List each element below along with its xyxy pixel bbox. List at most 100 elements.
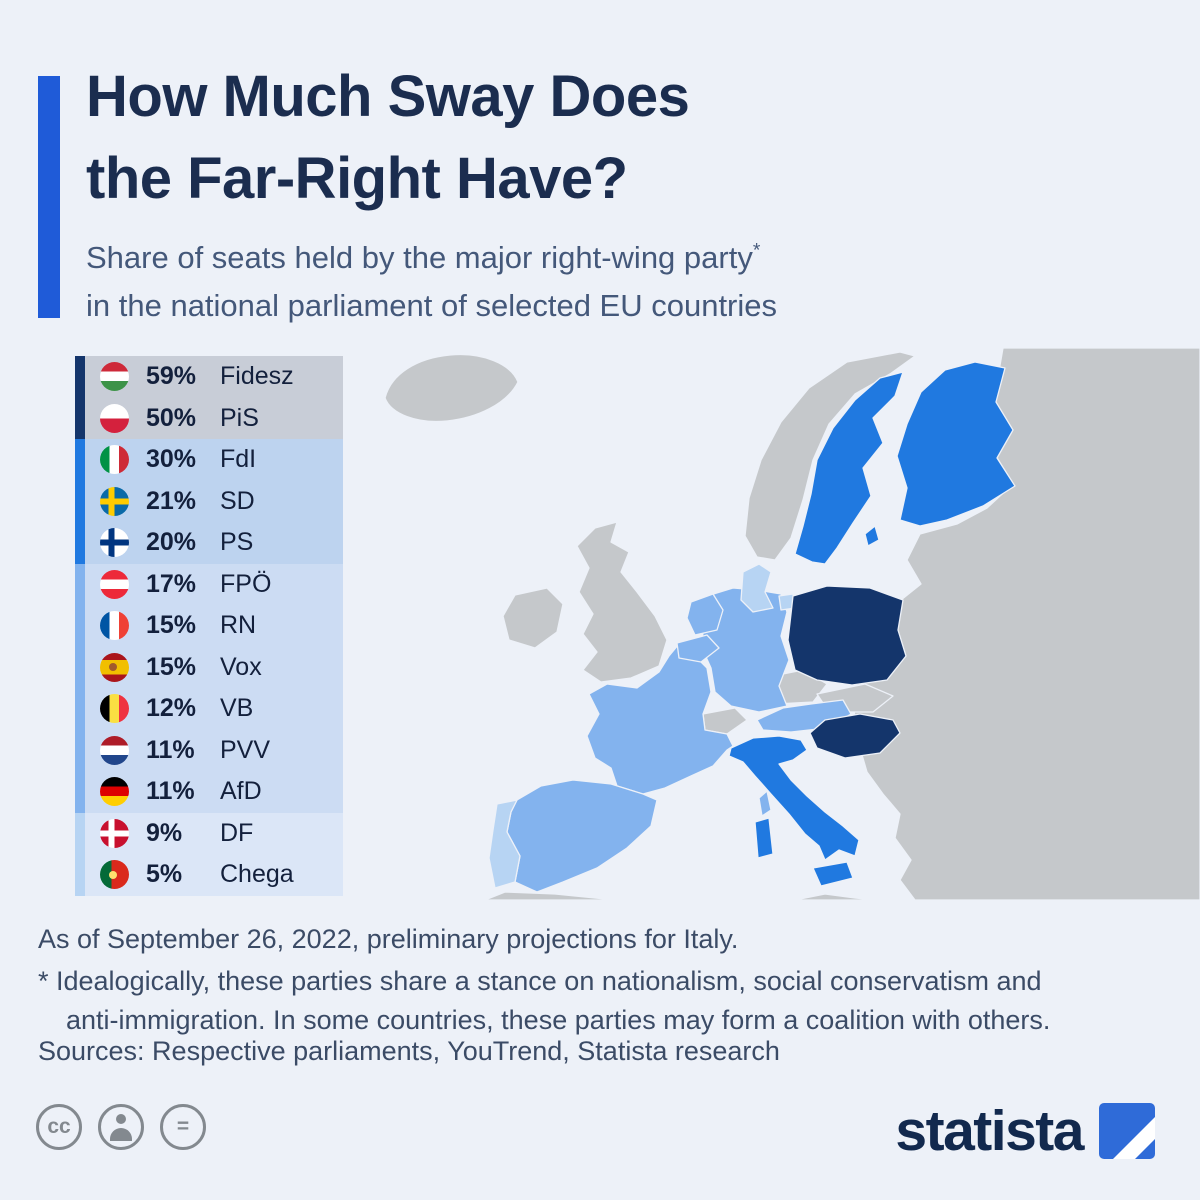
map-country-sweden [794, 371, 904, 565]
map-country-switzerland [702, 707, 748, 735]
subtitle-line-1: Share of seats held by the major right-w… [86, 240, 761, 275]
legend-row-portugal: 5% Chega [75, 854, 343, 896]
legend-value: 11% [146, 777, 195, 806]
map-country-portugal [488, 799, 521, 889]
legend-party: PiS [220, 403, 259, 432]
legend-row-sweden: 21% SD [75, 480, 343, 522]
europe-map-svg [384, 348, 1200, 900]
legend-value: 20% [146, 528, 197, 557]
note-footnote: * Idealogically, these parties share a s… [38, 962, 1050, 1040]
italy-flag-icon [100, 445, 129, 475]
legend-row-austria: 17% FPÖ [75, 563, 343, 605]
tier-color-bar [75, 397, 85, 439]
tier-color-bar [75, 771, 85, 813]
tier-color-bar [75, 812, 85, 854]
map-country-ireland [502, 587, 564, 649]
france-flag-icon [100, 611, 129, 641]
map-country-norway [744, 351, 916, 561]
tier-color-bar [75, 356, 85, 398]
legend-row-finland: 20% PS [75, 522, 343, 564]
legend-value: 50% [146, 403, 197, 432]
legend-value: 15% [146, 652, 197, 681]
tier-color-bar [75, 688, 85, 730]
europe-map [355, 348, 1200, 900]
legend-row-poland: 50% PiS [75, 397, 343, 439]
germany-flag-icon [100, 777, 129, 807]
page-title: How Much Sway Does the Far-Right Have? [86, 56, 690, 221]
map-country-iceland [384, 353, 519, 423]
legend-party: Chega [220, 860, 294, 889]
title-line-1: How Much Sway Does [86, 64, 690, 129]
legend-row-france: 15% RN [75, 605, 343, 647]
map-island-sicily [812, 861, 854, 887]
map-region-north-africa-east [794, 893, 876, 900]
tier-color-bar [75, 480, 85, 522]
legend-value: 5% [146, 860, 183, 889]
map-country-netherlands [686, 593, 724, 636]
legend-row-netherlands: 11% PVV [75, 729, 343, 771]
map-country-denmark [740, 563, 774, 613]
subtitle-line-2: in the national parliament of selected E… [86, 288, 778, 324]
sources-text: Sources: Respective parliaments, YouTren… [38, 1036, 780, 1066]
statista-logo: statista [895, 1098, 1155, 1164]
map-country-united-kingdom [576, 521, 668, 683]
legend-party: Fidesz [220, 362, 294, 391]
legend-party: FPÖ [220, 569, 272, 598]
spain-flag-emblem [109, 663, 118, 672]
map-island-sardinia [754, 817, 774, 859]
legend-value: 15% [146, 611, 197, 640]
note-date: As of September 26, 2022, preliminary pr… [38, 924, 739, 954]
legend-party: FdI [220, 445, 257, 474]
title-line-2: the Far-Right Have? [86, 146, 628, 212]
map-island-corsica [758, 790, 772, 817]
tier-color-bar [75, 563, 85, 605]
map-country-hungary [809, 713, 901, 759]
legend-row-hungary: 59% Fidesz [75, 356, 343, 398]
portugal-flag-emblem [109, 870, 118, 879]
spain-flag-icon [100, 652, 129, 682]
tier-color-bar [75, 729, 85, 771]
legend-value: 9% [146, 818, 183, 847]
legend-party: SD [220, 486, 255, 515]
austria-flag-icon [100, 569, 129, 599]
page-subtitle: Share of seats held by the major right-w… [86, 234, 777, 330]
note-footnote-line-2: anti-immigration. In some countries, the… [66, 1005, 1051, 1036]
legend-row-germany: 11% AfD [75, 771, 343, 813]
legend-value: 12% [146, 694, 197, 723]
map-country-poland [787, 585, 907, 686]
statista-logo-mark [1099, 1103, 1155, 1159]
legend-row-spain: 15% Vox [75, 646, 343, 688]
finland-flag-icon [100, 528, 129, 558]
belgium-flag-icon [100, 694, 129, 724]
map-region-north-africa-west [484, 891, 661, 900]
sweden-flag-icon [100, 486, 129, 516]
tier-color-bar [75, 605, 85, 647]
legend-row-denmark: 9% DF [75, 812, 343, 854]
statista-wordmark: statista [895, 1099, 1084, 1163]
legend-value: 11% [146, 735, 195, 764]
accent-bar [38, 76, 60, 318]
legend-value: 17% [146, 569, 197, 598]
portugal-flag-icon [100, 860, 129, 890]
attribution-person-icon [98, 1104, 144, 1150]
hungary-flag-icon [100, 362, 129, 392]
legend-party: DF [220, 818, 254, 847]
cc-icon: cc [36, 1104, 82, 1150]
legend-party: PS [220, 528, 254, 557]
legend-party: Vox [220, 652, 262, 681]
map-country-france [586, 643, 734, 795]
footnote-asterisk: * [752, 240, 761, 262]
legend-row-belgium: 12% VB [75, 688, 343, 730]
legend-party: PVV [220, 735, 271, 764]
map-country-spain [506, 779, 658, 893]
tier-color-bar [75, 854, 85, 896]
note-footnote-line-1: * Idealogically, these parties share a s… [38, 966, 1042, 996]
tier-color-bar [75, 522, 85, 564]
legend-row-italy: 30% FdI [75, 439, 343, 481]
person-head-icon [116, 1114, 126, 1124]
legend-value: 30% [146, 445, 197, 474]
legend-party: RN [220, 611, 257, 640]
denmark-flag-icon [100, 818, 129, 848]
person-body-icon [110, 1128, 132, 1141]
tier-color-bar [75, 439, 85, 481]
